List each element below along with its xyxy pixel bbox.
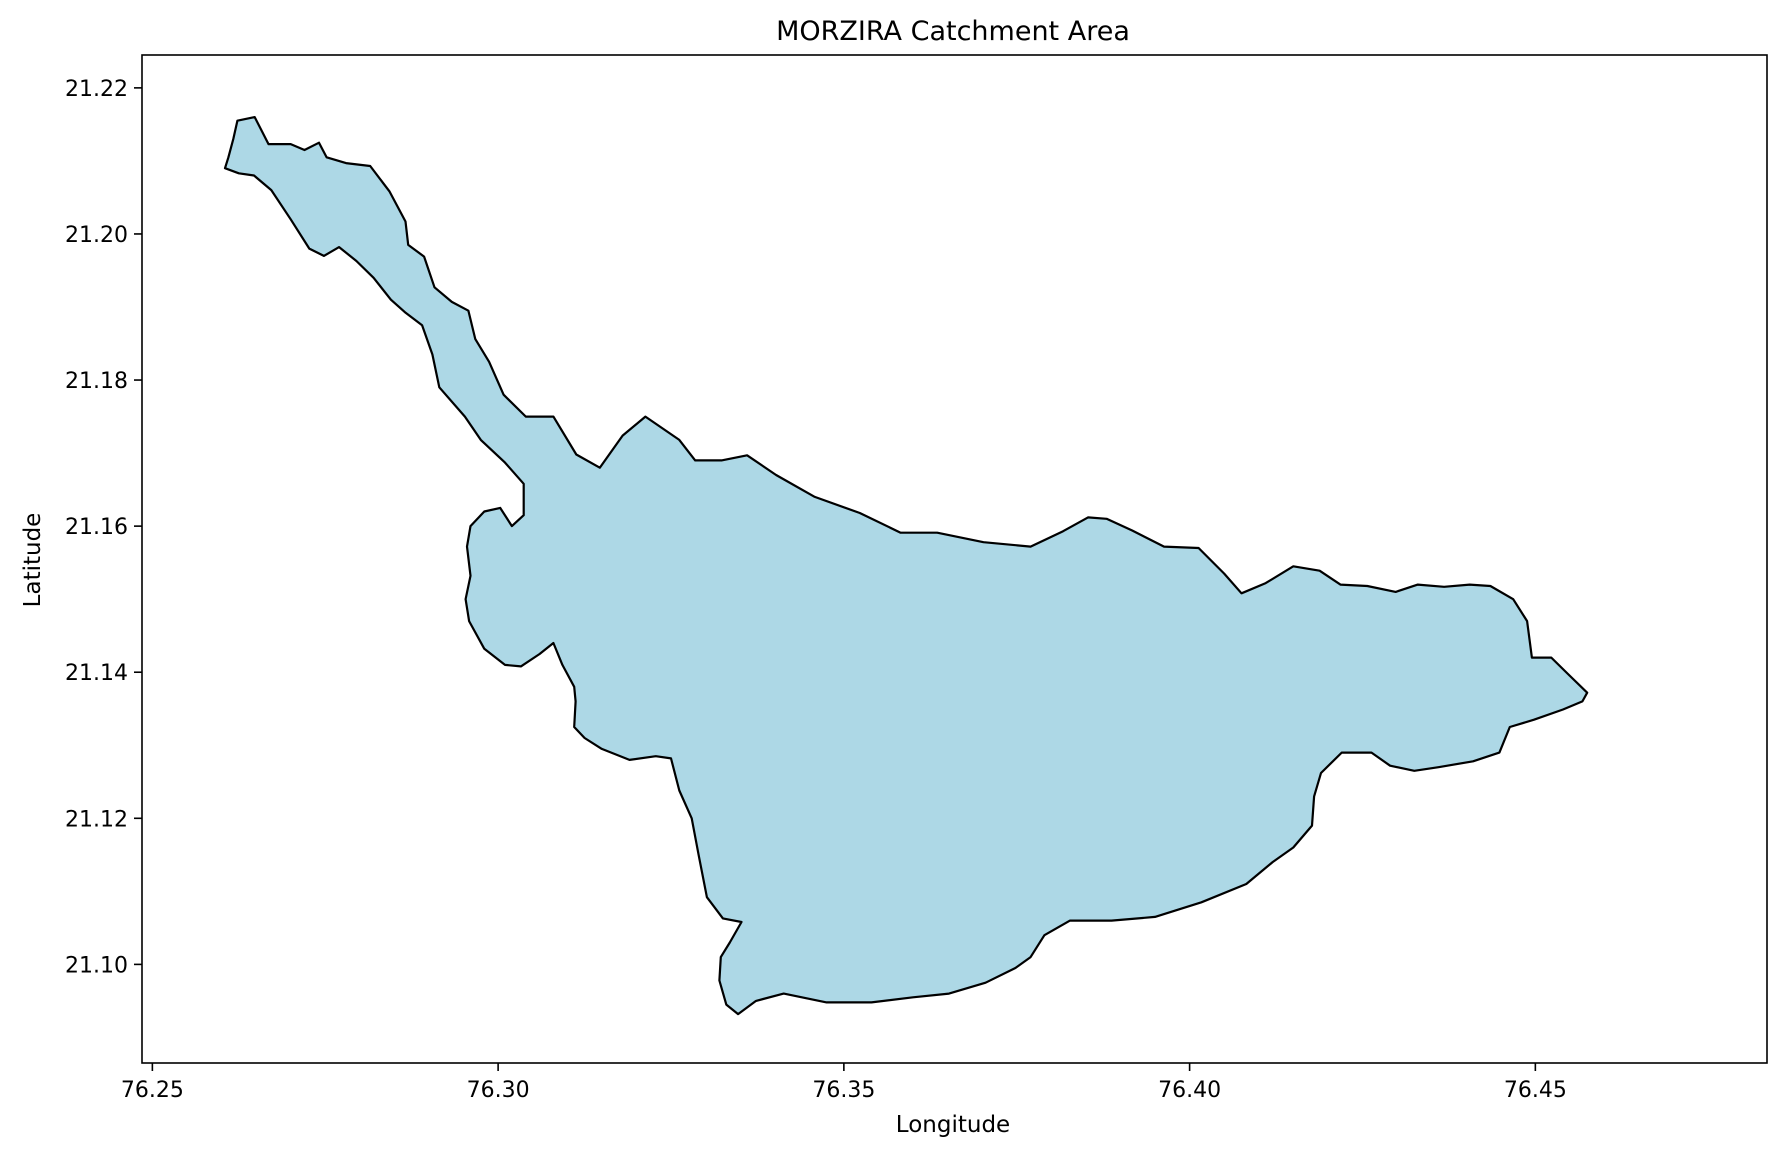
x-axis-label: Longitude bbox=[896, 1112, 1010, 1138]
y-tick-label: 21.14 bbox=[65, 661, 128, 686]
x-axis-ticks: 76.25 76.30 76.35 76.40 76.45 bbox=[121, 1063, 1567, 1103]
y-tick-label: 21.22 bbox=[65, 77, 128, 102]
x-tick-label: 76.35 bbox=[812, 1078, 875, 1103]
x-tick-label: 76.25 bbox=[121, 1078, 184, 1103]
x-tick-label: 76.40 bbox=[1158, 1078, 1221, 1103]
y-tick-label: 21.10 bbox=[65, 953, 128, 978]
y-axis-ticks: 21.10 21.12 21.14 21.16 21.18 21.20 21.22 bbox=[65, 77, 142, 978]
y-tick-label: 21.12 bbox=[65, 807, 128, 832]
catchment-polygon bbox=[223, 116, 1589, 1016]
x-tick-label: 76.45 bbox=[1504, 1078, 1567, 1103]
y-tick-label: 21.18 bbox=[65, 369, 128, 394]
y-tick-label: 21.20 bbox=[65, 223, 128, 248]
y-tick-label: 21.16 bbox=[65, 515, 128, 540]
map-layer bbox=[223, 116, 1589, 1016]
chart-title: MORZIRA Catchment Area bbox=[776, 16, 1130, 47]
x-tick-label: 76.30 bbox=[467, 1078, 530, 1103]
y-axis-label: Latitude bbox=[20, 513, 46, 608]
plot-frame bbox=[141, 54, 1768, 1064]
